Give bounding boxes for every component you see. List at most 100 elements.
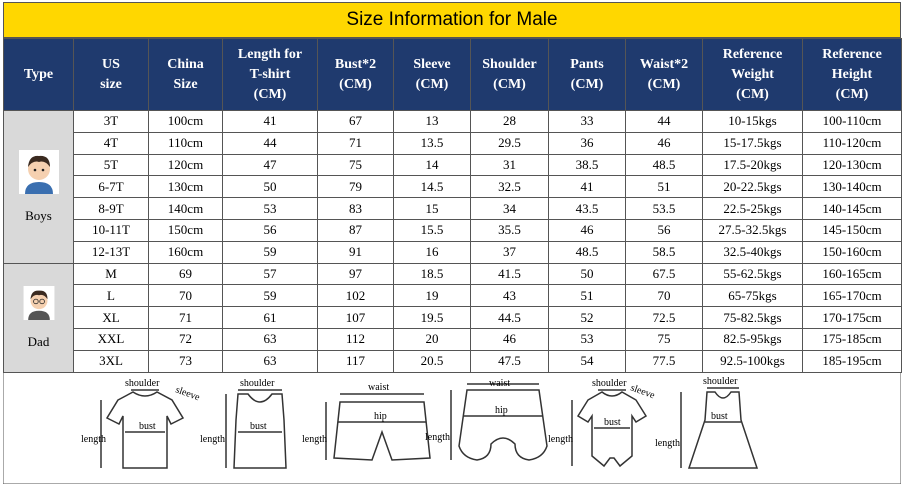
data-cell: 14.5 <box>393 175 471 199</box>
cell-text: 34 <box>503 200 516 216</box>
data-cell: 44 <box>625 110 703 133</box>
cell-text: L <box>107 287 115 303</box>
data-cell: 46 <box>470 328 549 351</box>
data-cell: 37 <box>470 240 549 264</box>
cell-text: 51 <box>580 287 594 303</box>
avatar-icon <box>23 285 54 320</box>
label: bust <box>604 417 621 428</box>
cell-text: 53.5 <box>652 200 676 216</box>
cell-text: 14.5 <box>420 178 444 194</box>
cell-text: 185-195cm <box>822 353 882 369</box>
data-cell: 59 <box>222 284 318 308</box>
header-text: (CM) <box>253 86 287 102</box>
tshirt-shape <box>105 391 185 469</box>
cell-text: 29.5 <box>498 135 521 151</box>
cell-text: 67.5 <box>652 265 676 281</box>
data-cell: 54 <box>548 349 626 373</box>
data-cell: 44.5 <box>470 306 549 329</box>
data-cell: 57 <box>222 262 318 286</box>
header-text: size <box>100 76 122 92</box>
header-text: Waist*2 <box>639 56 689 72</box>
header-text: (CM) <box>736 86 769 102</box>
cell-text: 91 <box>349 244 362 260</box>
data-cell: 160cm <box>148 240 223 264</box>
data-cell: 67 <box>317 110 394 133</box>
data-cell: 110cm <box>148 131 223 155</box>
cell-text: 170-175cm <box>822 309 882 325</box>
data-cell: 170-175cm <box>802 306 902 329</box>
avatar-icon <box>18 149 59 194</box>
data-cell: 43.5 <box>548 197 626 220</box>
group-label: Dad <box>27 333 50 349</box>
cell-text: XL <box>102 309 120 325</box>
cell-text: 17.5-20kgs <box>723 156 782 172</box>
data-cell: 12-13T <box>73 240 149 264</box>
header-cell: Length for T-shirt (CM) <box>222 38 318 111</box>
data-cell: 67.5 <box>625 262 703 286</box>
data-cell: 70 <box>625 284 703 308</box>
cell-text: 75 <box>657 331 671 347</box>
data-cell: 140-145cm <box>802 197 902 220</box>
cell-text: 63 <box>263 331 277 347</box>
data-cell: 77.5 <box>625 349 703 373</box>
cell-text: 77.5 <box>652 353 676 369</box>
cell-text: 6-7T <box>98 178 124 194</box>
data-cell: 27.5-32.5kgs <box>702 219 803 242</box>
cell-text: 56 <box>657 222 671 238</box>
data-cell: 112 <box>317 328 394 351</box>
data-cell: 5T <box>73 153 149 177</box>
cell-text: 41 <box>580 178 594 194</box>
cell-text: 110-120cm <box>822 135 882 151</box>
cell-text: 47 <box>263 156 277 172</box>
cell-text: 15-17.5kgs <box>723 135 782 151</box>
data-cell: 52 <box>548 306 626 329</box>
pants-shape <box>458 389 548 461</box>
cell-text: 61 <box>263 309 277 325</box>
cell-text: 69 <box>179 265 192 281</box>
data-cell: 10-11T <box>73 219 149 242</box>
cell-text: 112 <box>345 331 366 347</box>
cell-text: 44 <box>657 113 671 129</box>
data-cell: 71 <box>317 131 394 155</box>
label: length <box>81 434 106 445</box>
label: shoulder <box>125 378 160 389</box>
data-cell: 175-185cm <box>802 328 902 351</box>
data-cell: 18.5 <box>393 262 471 286</box>
cell-text: 70 <box>179 287 192 303</box>
header-cell: China Size <box>148 38 223 111</box>
cell-text: 33 <box>580 113 594 129</box>
data-cell: 28 <box>470 110 549 133</box>
dress-diagram: shoulder bust length <box>655 376 759 469</box>
cell-text: 120cm <box>167 156 204 172</box>
cell-text: 59 <box>263 244 277 260</box>
data-cell: 61 <box>222 306 318 329</box>
data-cell: 150cm <box>148 219 223 242</box>
cell-text: 36 <box>580 135 594 151</box>
shorts-diagram: waist hip length <box>302 382 431 461</box>
data-cell: 160-165cm <box>802 262 902 286</box>
header-text: (CM) <box>647 76 681 92</box>
label: shoulder <box>592 378 627 389</box>
data-cell: 6-7T <box>73 175 149 199</box>
data-cell: 117 <box>317 349 394 373</box>
cell-text: 130cm <box>167 178 204 194</box>
data-cell: 72.5 <box>625 306 703 329</box>
label: shoulder <box>703 376 738 387</box>
data-cell: 13 <box>393 110 471 133</box>
data-cell: 53 <box>222 197 318 220</box>
cell-text: 27.5-32.5kgs <box>718 222 787 238</box>
cell-text: 150cm <box>167 222 204 238</box>
data-cell: 55-62.5kgs <box>702 262 803 286</box>
data-cell: 130cm <box>148 175 223 199</box>
cell-text: 13 <box>425 113 439 129</box>
data-cell: 75 <box>317 153 394 177</box>
cell-text: 53 <box>580 331 594 347</box>
header-text: T-shirt <box>249 66 291 82</box>
data-cell: 100cm <box>148 110 223 133</box>
data-cell: 4T <box>73 131 149 155</box>
cell-text: 15 <box>425 200 439 216</box>
data-cell: 65-75kgs <box>702 284 803 308</box>
header-cell: Bust*2 (CM) <box>317 38 394 111</box>
data-cell: 38.5 <box>548 153 626 177</box>
